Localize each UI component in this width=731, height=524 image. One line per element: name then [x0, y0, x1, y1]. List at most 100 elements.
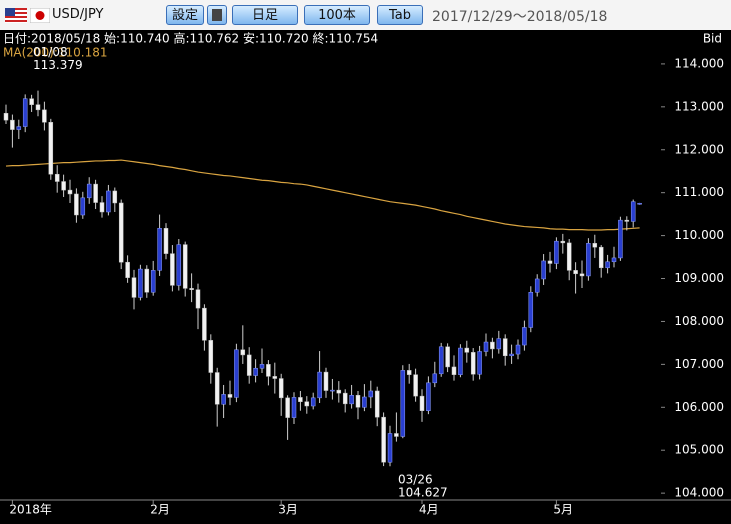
candle-body [586, 243, 591, 277]
candle-body [253, 367, 258, 376]
candle-body [515, 344, 521, 355]
candle-body [234, 349, 239, 398]
candle-body [221, 394, 226, 405]
candle-body [381, 416, 386, 463]
candle-body [285, 397, 290, 418]
candle-body [304, 401, 310, 407]
candle-body [496, 338, 502, 350]
candle-body [464, 347, 470, 353]
annotation-date: 03/26 [398, 473, 433, 487]
candle-body [29, 98, 34, 105]
candle-body [10, 119, 15, 130]
x-tick-label: 5月 [553, 503, 573, 517]
candle-body [400, 370, 406, 437]
candle-body [125, 261, 130, 278]
annotation-value: 113.379 [33, 58, 83, 72]
candle-body [534, 278, 540, 293]
candle-body [176, 244, 182, 286]
candle-body [445, 346, 450, 368]
y-tick-label: 104.000 [674, 486, 724, 500]
candle-body [406, 370, 412, 375]
x-tick-label: 4月 [419, 503, 439, 517]
icon-button[interactable] [207, 5, 227, 25]
chart: 日付:2018/05/18 始:110.740 高:110.762 安:110.… [0, 31, 731, 517]
candle-body [3, 113, 9, 121]
candle-body [112, 190, 118, 204]
candle-body [637, 202, 642, 205]
candle-body [144, 268, 150, 293]
candle-body [131, 277, 137, 298]
ma-line [5, 159, 640, 231]
y-tick-label: 113.000 [674, 99, 724, 113]
period-button[interactable]: 日足 [232, 5, 298, 25]
candle-body [592, 243, 598, 248]
candle-body [349, 395, 354, 405]
candle-body [470, 352, 476, 375]
candle-body [432, 373, 438, 384]
candle-body [138, 268, 143, 298]
candle-body [310, 397, 316, 407]
count-button[interactable]: 100本 [304, 5, 370, 25]
x-tick-label: 2月 [150, 503, 170, 517]
y-tick-label: 109.000 [674, 271, 724, 285]
info: 日付:2018/05/18 始:110.740 高:110.762 安:110.… [3, 31, 378, 46]
candle-body [413, 374, 418, 397]
y-tick-label: 110.000 [674, 228, 724, 242]
candle-body [426, 382, 431, 411]
candle-body [259, 364, 265, 369]
candle-body [106, 190, 111, 213]
candle-body [438, 346, 444, 375]
candle-body [605, 261, 610, 269]
candle-body [246, 354, 252, 376]
candle-body [163, 228, 169, 254]
candle-body [509, 353, 514, 357]
settings-button[interactable]: 設定 [166, 5, 204, 25]
candle-body [419, 395, 425, 411]
candle-body [35, 104, 41, 111]
candle-body [86, 183, 92, 199]
candle-body [67, 189, 73, 195]
candle-body [374, 390, 380, 418]
candle-body [189, 288, 194, 290]
pair[interactable]: USD/JPY [52, 7, 104, 22]
candle-body [477, 351, 482, 375]
candle-body [458, 347, 463, 375]
candle-body [317, 371, 322, 399]
y-tick-label: 111.000 [674, 185, 724, 199]
annotation-value: 104.627 [398, 486, 448, 500]
candle-body [323, 371, 329, 391]
candle-body [61, 181, 66, 191]
jp-flag [30, 8, 50, 23]
y-tick-label: 106.000 [674, 400, 724, 414]
candle-body [573, 270, 578, 275]
candle-body [522, 327, 527, 346]
candle-body [483, 341, 489, 352]
toolbar: USD/JPY 設定 日足 100本 Tab 2017/12/29～2018/0… [0, 0, 731, 30]
date-range: 2017/12/29～2018/05/18 [432, 9, 608, 25]
candle-body [502, 338, 508, 357]
candle-body [93, 183, 98, 203]
candle-body [157, 228, 162, 271]
icon [212, 9, 222, 21]
candle-body [266, 364, 271, 377]
candle-body [611, 257, 617, 263]
tab-button[interactable]: Tab [377, 5, 423, 25]
candle-body [630, 201, 636, 222]
candle-body [170, 253, 175, 286]
candle-body [278, 378, 284, 399]
candle-body [490, 341, 495, 350]
candle-body [214, 372, 220, 405]
y-tick-label: 107.000 [674, 357, 724, 371]
candle-body [291, 397, 297, 418]
candle-body [547, 260, 553, 264]
candle-body [624, 219, 630, 222]
candle-body [195, 289, 201, 309]
y-tick-label: 108.000 [674, 314, 724, 328]
candle-body [202, 307, 207, 341]
candle-body [528, 292, 534, 328]
candle-body [22, 98, 28, 127]
annotation-date: 01/08 [33, 45, 68, 59]
candle-body [342, 392, 348, 405]
candle-body [54, 173, 60, 182]
candle-body [80, 197, 86, 216]
